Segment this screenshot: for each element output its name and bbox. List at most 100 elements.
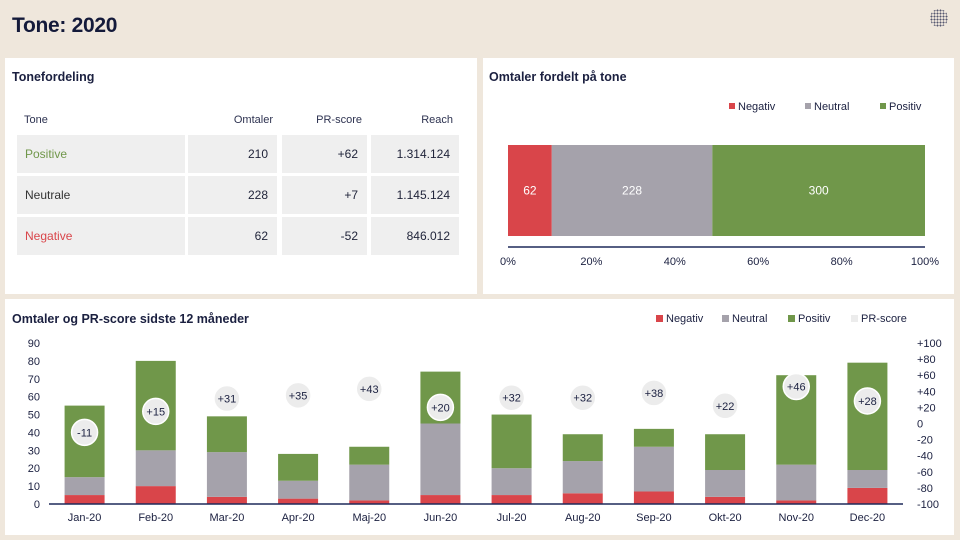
dist-x-tick: 20% (580, 256, 602, 268)
monthly-bar-positiv (562, 434, 603, 462)
pr-score-bubble (853, 387, 882, 415)
dist-x-tick: 80% (831, 256, 853, 268)
dist-x-tick: 40% (664, 256, 686, 268)
monthly-bar-negativ (206, 496, 247, 504)
monthly-bar-negativ (776, 500, 817, 504)
monthly-x-tick: Jul-20 (497, 512, 527, 524)
monthly-y-tick: 50 (28, 410, 40, 422)
monthly-bar-negativ (491, 495, 532, 504)
monthly-legend-label-pr-score: PR-score (861, 313, 907, 325)
monthly-bar-neutral (420, 423, 461, 496)
tone-row-negative-label: Negative (17, 217, 185, 255)
monthly-bar-neutral (776, 464, 817, 501)
monthly-legend-swatch-neutral (722, 315, 729, 322)
header-mentions: Omtaler (233, 114, 273, 126)
monthly-y2-tick: -100 (917, 499, 939, 511)
tone-row-positive-label: Positive (17, 135, 185, 173)
dist-x-tick: 100% (911, 256, 939, 268)
monthly-bar-positiv (206, 416, 247, 453)
monthly-legend-label-positiv: Positiv (798, 313, 831, 325)
monthly-y2-tick: +20 (917, 402, 936, 414)
tone-row-neutral-label: Neutrale (17, 176, 185, 214)
legend-swatch-neutral (805, 103, 811, 109)
tone-row-positive-reach: 1.314.124 (371, 135, 459, 173)
dist-x-tick: 0% (500, 256, 516, 268)
monthly-bar-neutral (562, 461, 603, 494)
dist-label-neutral: 228 (622, 184, 642, 198)
pr-score-bubble (569, 383, 597, 412)
monthly-y2-tick: +60 (917, 370, 936, 382)
tone-table-panel: Tonefordeling Tone Omtaler PR-score Reac… (5, 58, 477, 294)
monthly-bar-positiv (633, 428, 674, 447)
pr-score-bubble (426, 393, 455, 422)
pr-score-label: +28 (858, 396, 877, 408)
monthly-bar-neutral (64, 477, 105, 496)
tone-table-title: Tonefordeling (12, 70, 95, 84)
pr-score-bubble (640, 379, 668, 407)
monthly-x-tick: Sep-20 (636, 512, 671, 524)
legend-label-negativ: Negativ (738, 101, 776, 113)
tone-row-negative-score: -52 (282, 217, 367, 255)
monthly-y-tick: 0 (34, 499, 40, 511)
tone-row-positive-mentions: 210 (188, 135, 277, 173)
monthly-y2-tick: 0 (917, 419, 923, 431)
tone-row-negative-reach: 846.012 (371, 217, 459, 255)
monthly-bar-negativ (847, 487, 888, 504)
monthly-bar-positiv (349, 446, 390, 465)
monthly-bar-neutral (349, 464, 390, 501)
monthly-x-tick: Feb-20 (138, 512, 173, 524)
page-title: Tone: 2020 (12, 14, 118, 37)
monthly-legend-swatch-positiv (788, 315, 795, 322)
dist-segment-negativ (508, 145, 552, 236)
monthly-y2-tick: -40 (917, 451, 933, 463)
pr-score-label: +38 (645, 388, 664, 400)
dist-x-tick: 60% (747, 256, 769, 268)
pr-score-bubble (70, 418, 99, 447)
tone-distribution-title: Omtaler fordelt på tone (489, 70, 627, 84)
monthly-x-tick: Nov-20 (779, 512, 814, 524)
monthly-bar-negativ (64, 495, 105, 504)
monthly-y2-tick: -20 (917, 435, 933, 447)
monthly-x-tick: Mar-20 (209, 512, 244, 524)
monthly-y-tick: 90 (28, 338, 40, 350)
pr-score-label: +32 (573, 393, 592, 405)
monthly-y-tick: 70 (28, 374, 40, 386)
header-pr-score: PR-score (316, 114, 362, 126)
monthly-chart-title: Omtaler og PR-score sidste 12 måneder (12, 312, 249, 326)
monthly-y-tick: 40 (28, 427, 40, 439)
monthly-legend-swatch-negativ (656, 315, 663, 322)
monthly-bar-neutral (206, 452, 247, 497)
monthly-x-tick: Okt-20 (709, 512, 742, 524)
tone-distribution-chart: Negativ Neutral Positiv 62 228 300 0% 20% 40% 60%… (500, 101, 939, 268)
tone-row-neutral-reach: 1.145.124 (371, 176, 459, 214)
monthly-bar-negativ (705, 496, 746, 504)
monthly-bar-negativ (135, 486, 176, 504)
monthly-bar-negativ (420, 495, 461, 504)
monthly-y2-tick: +40 (917, 386, 936, 398)
pr-score-label: -11 (77, 427, 92, 439)
pr-score-bubble (711, 392, 739, 420)
monthly-y-tick: 10 (28, 481, 40, 493)
monthly-bar-neutral (847, 470, 888, 488)
legend-swatch-positiv (880, 103, 886, 109)
monthly-y-tick: 60 (28, 392, 40, 404)
dist-label-positiv: 300 (809, 184, 829, 198)
monthly-y-tick: 30 (28, 445, 40, 457)
monthly-legend-label-neutral: Neutral (732, 313, 767, 325)
legend-label-positiv: Positiv (889, 101, 922, 113)
tone-row-neutral-score: +7 (282, 176, 367, 214)
monthly-x-tick: Jan-20 (68, 512, 102, 524)
pr-score-bubble (284, 381, 312, 410)
header-reach: Reach (421, 114, 453, 126)
monthly-bar-negativ (633, 491, 674, 504)
tone-row-negative-mentions: 62 (188, 217, 277, 255)
dist-label-negativ: 62 (523, 184, 537, 198)
pr-score-label: +43 (360, 384, 379, 396)
dist-segment-positiv (712, 145, 925, 236)
monthly-y-tick: 80 (28, 356, 40, 368)
pr-score-bubble (213, 384, 241, 413)
monthly-bar-neutral (135, 450, 176, 487)
monthly-bar-negativ (562, 493, 603, 504)
pr-score-label: +31 (218, 394, 237, 406)
monthly-x-tick: Maj-20 (352, 512, 386, 524)
